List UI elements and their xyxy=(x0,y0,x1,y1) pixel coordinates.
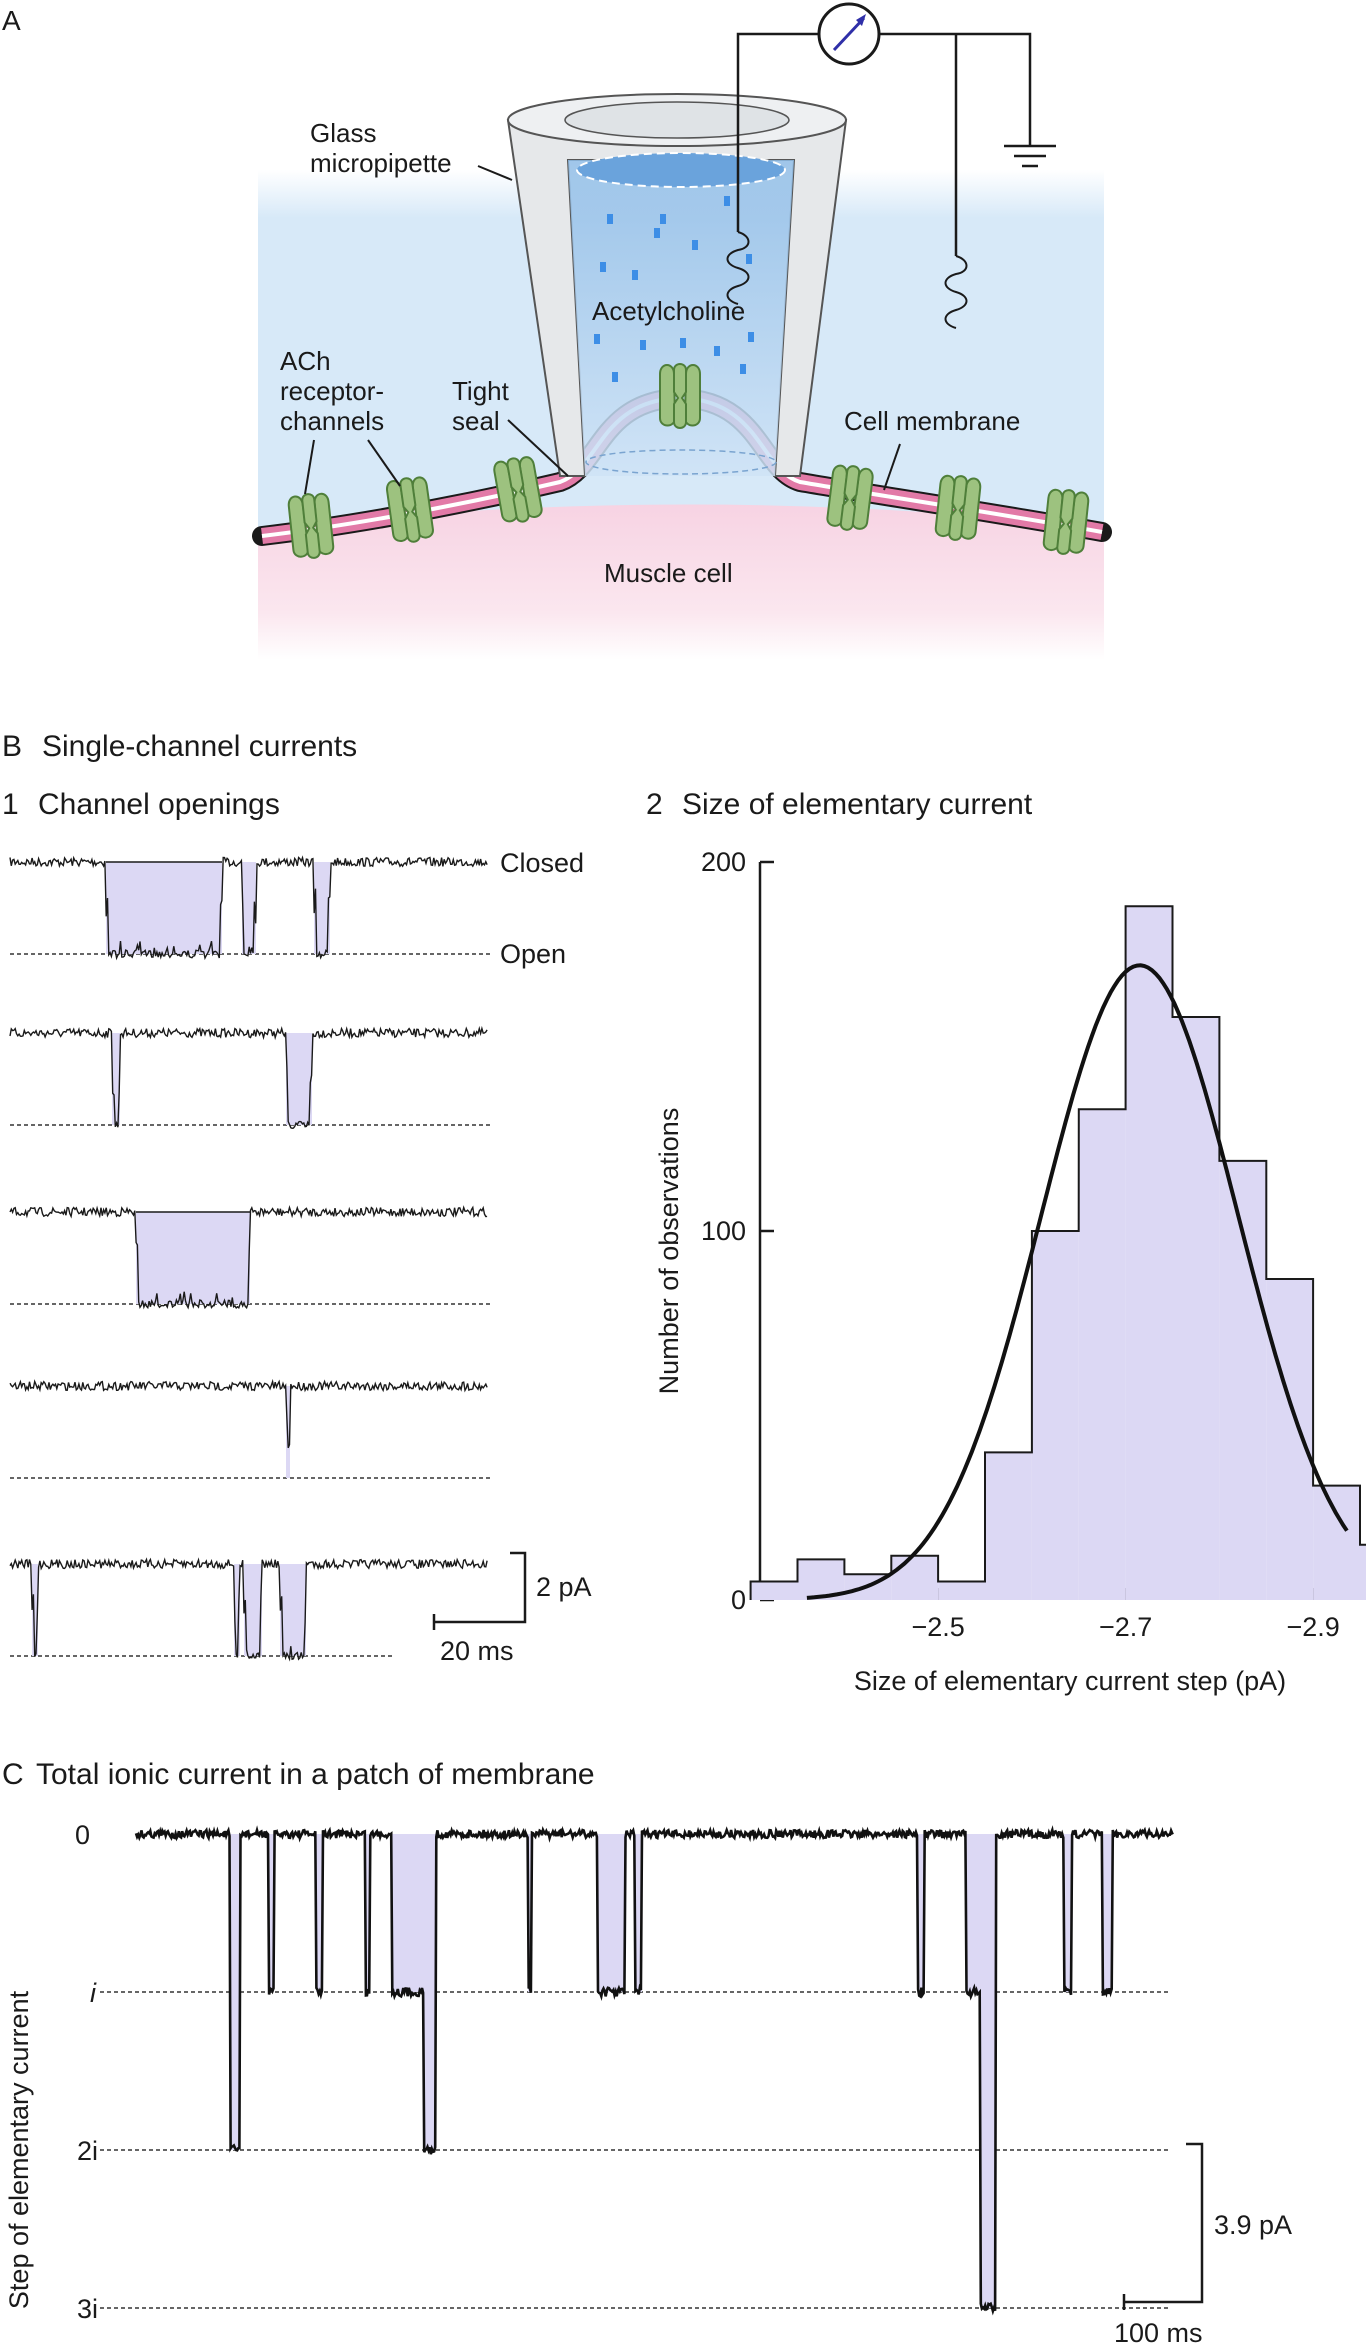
closed-label: Closed xyxy=(500,848,584,878)
histogram-bar xyxy=(1078,1109,1126,1600)
label-leaders xyxy=(304,165,901,495)
y-tick-label: 100 xyxy=(701,1216,746,1246)
level-label-2i: 2i xyxy=(77,2136,98,2166)
open-event-fill xyxy=(244,1564,262,1656)
open-event-fill xyxy=(314,862,330,954)
conductance-fill xyxy=(598,1834,625,1992)
glass-micropipette xyxy=(506,93,848,477)
label-glass-2: micropipette xyxy=(310,148,452,178)
histogram-bar xyxy=(1172,1016,1220,1600)
histogram-bar xyxy=(1360,1544,1366,1600)
x-tick-label: −2.9 xyxy=(1286,1612,1339,1642)
recording-circuit xyxy=(736,32,1056,256)
level-label-i: i xyxy=(90,1978,97,2008)
histogram-bar xyxy=(938,1581,985,1600)
conductance-fill xyxy=(1102,1834,1112,1992)
conductance-fill xyxy=(365,1834,370,1992)
label-muscle-cell: Muscle cell xyxy=(604,558,733,588)
conductance-fill xyxy=(635,1834,642,1992)
conductance-fill xyxy=(230,1834,240,2150)
b1-scale-y: 2 pA xyxy=(536,1572,592,1602)
current-trace xyxy=(9,1378,488,1449)
conductance-fill xyxy=(424,1834,436,2150)
current-trace xyxy=(9,855,488,961)
y-tick-label: 0 xyxy=(731,1585,746,1615)
open-event-fill xyxy=(280,1564,306,1656)
conductance-fill xyxy=(980,1834,996,2308)
histogram-bar xyxy=(1266,1278,1314,1600)
histogram-bar xyxy=(1125,906,1173,1600)
histogram-bar xyxy=(985,1452,1032,1600)
panel-c-title: Total ionic current in a patch of membra… xyxy=(36,1758,595,1791)
open-event-fill xyxy=(32,1564,38,1656)
panel-b1-title: Channel openings xyxy=(38,788,280,821)
open-event-fill xyxy=(136,1212,250,1304)
c-scale-x: 100 ms xyxy=(1114,2318,1203,2348)
conductance-fill xyxy=(268,1834,274,1992)
open-event-fill xyxy=(234,1564,240,1656)
current-trace xyxy=(9,1025,488,1130)
c-scale-bar xyxy=(1122,2142,1204,2310)
b1-scale-bar xyxy=(432,1551,527,1630)
level-label-0: 0 xyxy=(75,1820,90,1850)
x-tick-label: −2.5 xyxy=(911,1612,964,1642)
conductance-fill xyxy=(392,1834,424,1992)
level-label-3i: 3i xyxy=(77,2294,98,2324)
panel-b-title: Single-channel currents xyxy=(42,730,357,763)
conductance-fill xyxy=(966,1834,980,1992)
label-ach-1: ACh xyxy=(280,346,331,376)
open-event-fill xyxy=(242,862,256,954)
label-seal-2: seal xyxy=(452,406,500,436)
single-channel-traces xyxy=(9,855,490,1662)
open-event-fill xyxy=(286,1033,312,1125)
x-axis-label: Size of elementary current step (pA) xyxy=(854,1666,1286,1696)
panel-a: A xyxy=(2,2,1112,660)
label-ach-2: receptor- xyxy=(280,376,384,406)
histogram-bar xyxy=(750,1581,798,1600)
label-seal-1: Tight xyxy=(452,376,510,406)
y-axis-label: Number of observations xyxy=(654,1108,684,1395)
panel-b: B Single-channel currents 1 Channel open… xyxy=(2,730,1366,1696)
c-scale-y: 3.9 pA xyxy=(1214,2210,1292,2240)
y-tick-label: 200 xyxy=(701,847,746,877)
label-acetylcholine: Acetylcholine xyxy=(592,296,745,326)
x-tick-label: −2.7 xyxy=(1099,1612,1152,1642)
current-trace xyxy=(134,1825,1174,2316)
open-event-fill xyxy=(106,862,222,954)
pipette-solution xyxy=(568,160,794,476)
gaussian-fit-curve xyxy=(806,963,1349,1600)
open-label: Open xyxy=(500,939,566,969)
ammeter-icon xyxy=(817,2,881,66)
histogram-bar xyxy=(891,1555,939,1600)
label-cell-membrane: Cell membrane xyxy=(844,406,1020,436)
conductance-fill xyxy=(1064,1834,1072,1992)
muscle-cell xyxy=(258,504,1104,660)
panel-b2-number: 2 xyxy=(646,788,663,821)
panel-b-letter: B xyxy=(2,730,22,763)
label-glass-1: Glass xyxy=(310,118,376,148)
histogram-bar xyxy=(1031,1231,1079,1600)
panel-b1-number: 1 xyxy=(2,788,19,821)
open-event-fill xyxy=(112,1033,120,1125)
current-trace xyxy=(9,1557,488,1662)
panel-b2-title: Size of elementary current xyxy=(682,788,1033,821)
label-ach-3: channels xyxy=(280,406,384,436)
panel-c: C Total ionic current in a patch of memb… xyxy=(2,1758,1292,2348)
panel-a-letter: A xyxy=(2,5,21,36)
electrode-coil-icon xyxy=(726,231,968,329)
acetylcholine-molecules xyxy=(594,196,754,382)
histogram-outline xyxy=(749,905,1366,1600)
b1-scale-x: 20 ms xyxy=(440,1636,514,1666)
panel-c-ylabel: Step of elementary current xyxy=(4,1990,34,2309)
panel-c-letter: C xyxy=(2,1758,24,1791)
conductance-fill xyxy=(316,1834,322,1992)
total-current-trace xyxy=(100,1825,1174,2316)
histogram-bar xyxy=(1313,1485,1360,1600)
current-trace xyxy=(9,1205,488,1310)
conductance-fill xyxy=(918,1834,924,1992)
conductance-fill xyxy=(528,1834,532,1992)
